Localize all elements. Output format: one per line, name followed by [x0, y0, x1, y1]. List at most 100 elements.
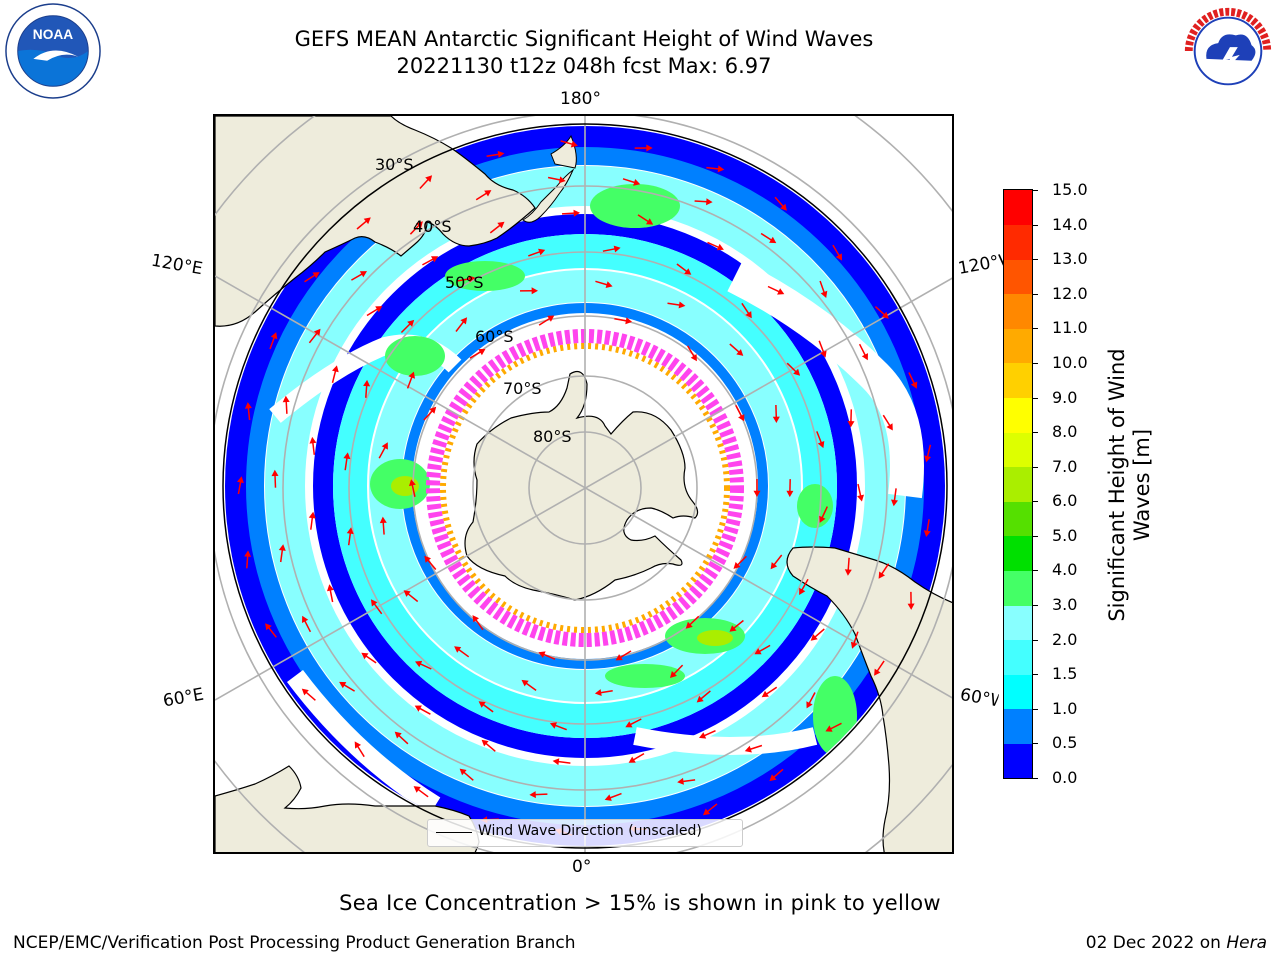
date-host: 02 Dec 2022 on Hera	[1086, 933, 1267, 953]
colorbar-segment	[1004, 743, 1032, 779]
wave-vector-head	[497, 150, 505, 158]
wave-vector	[760, 232, 773, 241]
wave-vector-head	[806, 701, 813, 709]
wave-vector	[482, 703, 494, 713]
wave-vector	[285, 401, 288, 414]
wave-vector-head	[733, 562, 741, 569]
wave-vector-head	[690, 354, 697, 362]
wave-vector	[600, 689, 613, 694]
colorbar-tick-label: 5.0	[1052, 525, 1078, 545]
wave-vector-head	[552, 758, 560, 766]
wave-vector	[411, 484, 416, 497]
sea-ice-note: Sea Ice Concentration > 15% is shown in …	[339, 891, 941, 915]
polar-map: 30°S 40°S 50°S 60°S 70°S 80°S	[213, 114, 954, 854]
wave-vector	[741, 302, 750, 315]
wave-vector-head	[604, 794, 612, 801]
colorbar-tick-label: 12.0	[1052, 283, 1088, 303]
colorbar-tick-label: 14.0	[1052, 214, 1088, 234]
colorbar-tick-mark	[1033, 501, 1038, 503]
wave-vector-head	[769, 236, 777, 244]
wave-vector	[560, 140, 573, 146]
wave-vector-head	[753, 490, 761, 497]
wave-vector	[765, 686, 778, 695]
wave-vector-head	[780, 203, 787, 211]
wave-vector-head	[270, 332, 278, 340]
wave-vector-head	[531, 287, 538, 295]
wave-vector-head	[481, 739, 489, 747]
wave-vector-head	[878, 571, 885, 579]
wave-vector	[707, 241, 720, 249]
colorbar-tick-label: 10.0	[1052, 352, 1088, 372]
wave-vector-head	[521, 679, 529, 687]
wave-vector-head	[278, 544, 286, 551]
wave-vector	[365, 385, 368, 398]
wave-vector	[689, 615, 700, 626]
wave-vector-head	[699, 732, 707, 739]
wave-vector	[274, 475, 277, 488]
colorbar-segment	[1004, 432, 1032, 468]
wave-vector	[682, 779, 696, 783]
colorbar-tick-label: 0.0	[1052, 768, 1078, 787]
wave-vector-head	[547, 315, 555, 322]
wave-vector-head	[857, 494, 864, 502]
wave-vector	[557, 760, 571, 764]
date-text: 02 Dec 2022 on	[1085, 933, 1227, 953]
wave-vector	[543, 653, 556, 660]
wave-vector-head	[628, 756, 636, 763]
wave-vector-head	[772, 416, 780, 423]
wave-vector-head	[472, 615, 479, 623]
wave-vector-head	[394, 731, 402, 739]
wave-vector-head	[820, 350, 827, 358]
wave-vector	[602, 248, 616, 252]
wave-vector-head	[309, 436, 317, 444]
colorbar-segment	[1004, 674, 1032, 710]
wave-vector	[463, 771, 474, 781]
wave-vector	[749, 744, 763, 751]
wave-vector-head	[907, 603, 915, 610]
wave-vector-head	[685, 621, 693, 629]
wave-vector	[356, 745, 365, 758]
wave-vector-head	[407, 319, 415, 327]
wave-vector	[893, 488, 897, 502]
wave-vector	[547, 176, 561, 181]
wave-vector-head	[736, 349, 744, 356]
wave-vector	[561, 212, 575, 215]
lat-label-40s: 40°S	[413, 217, 452, 236]
wave-vector	[534, 793, 548, 796]
wave-vector-head	[754, 648, 762, 655]
wave-vector	[609, 792, 622, 799]
legend-label: Wind Wave Direction (unscaled)	[478, 823, 702, 839]
wave-vector	[595, 280, 608, 286]
wave-vector-head	[646, 144, 653, 152]
wave-vector-head	[799, 587, 806, 595]
wave-vector-head	[793, 368, 801, 376]
wave-vector-head	[777, 288, 785, 295]
colorbar-tick-mark	[1033, 535, 1038, 537]
colorbar-tick-mark	[1033, 397, 1038, 399]
wave-vector-head	[424, 555, 431, 563]
colorbar-segment	[1004, 224, 1032, 260]
lon-label-120e: 120°E	[149, 250, 205, 280]
wave-vector	[347, 532, 352, 546]
wave-vector-head	[886, 423, 893, 431]
colorbar-tick-label: 15.0	[1052, 180, 1088, 199]
chart-title: GEFS MEAN Antarctic Significant Height o…	[294, 27, 874, 51]
wave-vector	[773, 768, 784, 779]
wave-vector	[686, 345, 695, 357]
wave-vector	[821, 506, 828, 519]
wave-vector-head	[409, 479, 416, 487]
wave-vector	[419, 707, 431, 715]
wave-vector-head	[924, 455, 931, 463]
wave-vector-head	[874, 668, 881, 676]
colorbar-segment	[1004, 466, 1032, 502]
wave-vector	[786, 362, 797, 373]
wave-vector	[706, 166, 720, 170]
wave-vector-head	[716, 243, 724, 251]
wave-vector-head	[529, 791, 536, 799]
wave-vector	[667, 302, 681, 306]
wave-vector	[882, 414, 891, 427]
wave-vector-head	[538, 651, 546, 658]
colorbar-tick-mark	[1033, 778, 1038, 779]
colorbar-segment	[1004, 328, 1032, 364]
colorbar-segment	[1004, 570, 1032, 606]
